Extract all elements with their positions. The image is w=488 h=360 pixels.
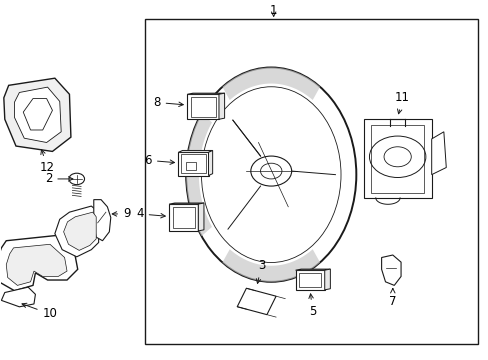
Circle shape: [369, 136, 425, 177]
Bar: [187, 94, 219, 119]
Polygon shape: [381, 255, 400, 285]
Text: 1: 1: [269, 4, 277, 17]
Polygon shape: [15, 87, 61, 143]
Text: 12: 12: [40, 150, 55, 174]
Polygon shape: [0, 235, 78, 291]
Polygon shape: [23, 99, 52, 130]
Polygon shape: [1, 287, 35, 307]
Polygon shape: [187, 93, 224, 94]
Text: 8: 8: [153, 96, 183, 109]
Polygon shape: [63, 212, 96, 250]
Polygon shape: [178, 150, 212, 152]
Text: 9: 9: [112, 207, 130, 220]
Polygon shape: [431, 132, 446, 175]
Polygon shape: [6, 244, 67, 285]
Polygon shape: [198, 203, 203, 231]
Text: 6: 6: [144, 154, 174, 167]
Bar: [370, 125, 424, 193]
Polygon shape: [237, 288, 276, 315]
Polygon shape: [169, 203, 203, 204]
Bar: [178, 152, 208, 176]
Text: 11: 11: [394, 91, 409, 114]
Polygon shape: [222, 249, 319, 282]
Bar: [172, 207, 195, 228]
Polygon shape: [55, 206, 99, 257]
Polygon shape: [94, 200, 111, 241]
Bar: [169, 204, 198, 231]
Polygon shape: [4, 78, 71, 152]
Polygon shape: [295, 269, 330, 270]
Text: 10: 10: [22, 303, 57, 320]
Bar: [181, 154, 205, 174]
Bar: [144, 19, 477, 344]
Bar: [363, 119, 431, 198]
Text: 4: 4: [136, 207, 165, 220]
Text: 7: 7: [388, 288, 396, 308]
Polygon shape: [186, 113, 212, 236]
Bar: [295, 270, 324, 290]
Bar: [185, 162, 196, 170]
Polygon shape: [222, 67, 319, 100]
Polygon shape: [324, 269, 330, 290]
Text: 5: 5: [308, 294, 316, 318]
Text: 2: 2: [45, 172, 73, 185]
Bar: [190, 97, 215, 117]
Polygon shape: [219, 93, 224, 119]
Text: 3: 3: [256, 259, 264, 283]
Bar: [298, 273, 321, 287]
Polygon shape: [208, 150, 212, 176]
Circle shape: [69, 173, 84, 185]
